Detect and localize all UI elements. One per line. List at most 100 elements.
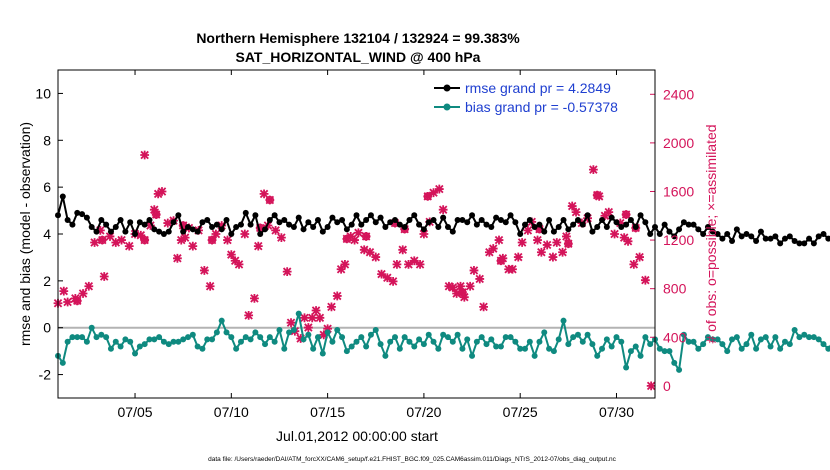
- rmse-point: [478, 216, 485, 223]
- bias-point: [570, 334, 577, 341]
- rmse-point: [156, 228, 163, 235]
- rmse-point: [98, 216, 105, 223]
- y-left-tick-label: 6: [43, 179, 51, 195]
- y-right-tick-label: 1200: [663, 232, 694, 248]
- rmse-point: [372, 219, 379, 226]
- obs-count-marker: [484, 247, 494, 257]
- rmse-point: [319, 228, 326, 235]
- obs-count-marker: [178, 221, 188, 230]
- obs-count-marker: [315, 313, 325, 323]
- obs-count-marker: [226, 250, 236, 260]
- bias-point: [83, 338, 90, 345]
- rmse-point: [136, 219, 143, 226]
- bias-point: [560, 317, 567, 324]
- bias-point: [112, 338, 119, 345]
- bias-point: [748, 331, 755, 338]
- rmse-point: [512, 219, 519, 226]
- obs-count-marker: [423, 191, 433, 201]
- rmse-point: [324, 223, 331, 230]
- bias-point: [266, 334, 273, 341]
- bias-point: [406, 338, 413, 345]
- bias-point: [647, 341, 654, 348]
- obs-possible-marker: [361, 232, 371, 241]
- obs-count-marker: [359, 245, 369, 255]
- obs-possible-marker: [458, 288, 467, 297]
- bias-point: [156, 334, 163, 341]
- bias-point: [184, 334, 191, 341]
- obs-count-marker: [409, 256, 419, 266]
- bias-point: [141, 341, 148, 348]
- rmse-point: [483, 221, 490, 228]
- bias-point: [387, 338, 394, 345]
- bias-point: [411, 343, 418, 350]
- rmse-point: [531, 223, 538, 230]
- bias-point: [464, 336, 471, 343]
- obs-count-marker: [124, 241, 134, 251]
- bias-point: [502, 334, 509, 341]
- obs-count-marker: [117, 235, 126, 245]
- bias-point: [358, 334, 365, 341]
- rmse-point: [680, 219, 687, 226]
- obs-count-marker: [508, 264, 517, 274]
- obs-count-marker: [140, 235, 150, 245]
- bias-point: [459, 345, 466, 352]
- bias-point: [252, 329, 259, 336]
- obs-count-marker: [303, 323, 313, 332]
- bias-point: [724, 348, 731, 355]
- bias-point: [599, 345, 606, 352]
- rmse-point: [541, 228, 548, 235]
- obs-count-marker: [479, 302, 489, 312]
- rmse-point: [300, 226, 307, 233]
- bias-series: [55, 310, 830, 373]
- obs-possible-marker: [207, 235, 217, 245]
- bias-point: [810, 334, 817, 341]
- rmse-point: [199, 219, 206, 226]
- rmse-point: [276, 219, 283, 226]
- rmse-point: [204, 216, 211, 223]
- obs-count-marker: [327, 302, 336, 312]
- rmse-point: [464, 219, 471, 226]
- obs-count-marker: [610, 229, 619, 239]
- bias-point: [209, 336, 216, 343]
- obs-count-marker: [563, 239, 573, 249]
- axes: 07/05 07/10 07/15 07/20 07/25 07/30 -2 0 2 4 6 8 10 0…: [35, 70, 694, 420]
- bias-point: [136, 343, 143, 350]
- bias-point: [671, 359, 678, 366]
- rmse-point: [329, 214, 336, 221]
- obs-count-marker: [205, 281, 215, 291]
- obs-count-marker: [592, 190, 602, 200]
- bias-point: [541, 329, 548, 336]
- obs-count-marker: [340, 259, 350, 269]
- obs-count-marker: [452, 289, 462, 298]
- rmse-point: [151, 226, 158, 233]
- obs-possible-marker: [265, 195, 274, 205]
- obs-count-marker: [111, 238, 121, 247]
- rmse-point: [719, 235, 726, 242]
- bias-point: [440, 331, 447, 338]
- obs-count-marker: [336, 264, 346, 274]
- x-tick-label: 07/20: [406, 404, 441, 420]
- bias-point: [546, 345, 553, 352]
- rmse-point: [637, 212, 644, 219]
- rmse-point: [603, 223, 610, 230]
- rmse-point: [666, 228, 673, 235]
- rmse-point: [550, 228, 557, 235]
- bias-point: [194, 343, 201, 350]
- x-tick-label: 07/05: [118, 404, 153, 420]
- y-left-tick-label: 2: [43, 273, 51, 289]
- rmse-point: [103, 221, 110, 228]
- bias-point: [719, 341, 726, 348]
- obs-count-marker: [533, 235, 542, 245]
- bias-point: [242, 334, 249, 341]
- obs-count-marker: [323, 324, 333, 334]
- obs-possible-marker: [621, 210, 631, 219]
- obs-possible-marker: [73, 296, 82, 305]
- y-right-tick-label: 2400: [663, 86, 694, 102]
- bias-point: [815, 336, 822, 343]
- bias-point: [377, 341, 384, 348]
- bias-point: [170, 338, 177, 345]
- obs-count-marker: [146, 221, 155, 230]
- obs-count-marker: [332, 291, 342, 301]
- obs-count-marker: [469, 266, 479, 275]
- rmse-point: [416, 221, 423, 228]
